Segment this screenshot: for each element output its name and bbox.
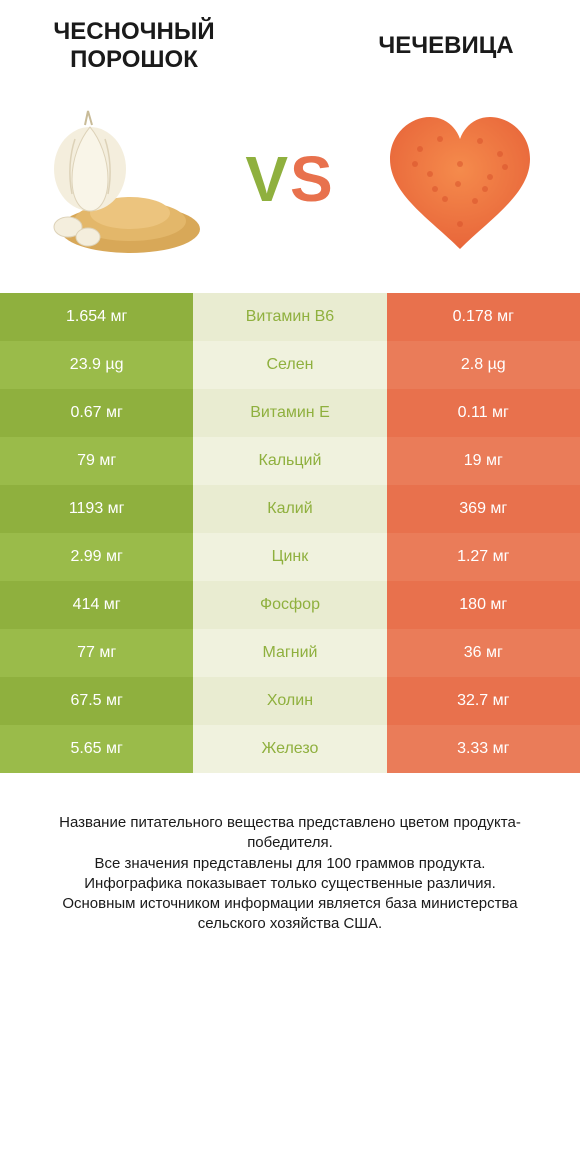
table-row: 0.67 мгВитамин E0.11 мг	[0, 389, 580, 437]
vs-v-letter: V	[245, 143, 290, 215]
table-row: 414 мгФосфор180 мг	[0, 581, 580, 629]
footer-line: Инфографика показывает только существенн…	[30, 874, 550, 894]
nutrient-name-cell: Кальций	[193, 437, 386, 485]
images-row: VS	[0, 81, 580, 293]
nutrient-name-cell: Холин	[193, 677, 386, 725]
left-value-cell: 67.5 мг	[0, 677, 193, 725]
right-value-cell: 2.8 µg	[387, 341, 580, 389]
right-value-cell: 3.33 мг	[387, 725, 580, 773]
nutrient-name-cell: Селен	[193, 341, 386, 389]
nutrient-name-cell: Магний	[193, 629, 386, 677]
table-row: 1193 мгКалий369 мг	[0, 485, 580, 533]
left-value-cell: 1193 мг	[0, 485, 193, 533]
header-titles: ЧЕСНОЧНЫЙ ПОРОШОК ЧЕЧЕВИЦА	[0, 0, 580, 81]
right-value-cell: 36 мг	[387, 629, 580, 677]
nutrient-name-cell: Цинк	[193, 533, 386, 581]
left-value-cell: 5.65 мг	[0, 725, 193, 773]
comparison-infographic: ЧЕСНОЧНЫЙ ПОРОШОК ЧЕЧЕВИЦА VS	[0, 0, 580, 965]
vs-s-letter: S	[290, 143, 335, 215]
footer-line: Название питательного вещества представл…	[30, 813, 550, 854]
left-value-cell: 2.99 мг	[0, 533, 193, 581]
nutrient-name-cell: Витамин B6	[193, 293, 386, 341]
left-value-cell: 23.9 µg	[0, 341, 193, 389]
nutrient-name-cell: Фосфор	[193, 581, 386, 629]
left-food-title: ЧЕСНОЧНЫЙ ПОРОШОК	[30, 18, 238, 73]
right-value-cell: 32.7 мг	[387, 677, 580, 725]
footer-line: Все значения представлены для 100 граммо…	[30, 854, 550, 874]
table-row: 79 мгКальций19 мг	[0, 437, 580, 485]
table-row: 77 мгМагний36 мг	[0, 629, 580, 677]
garlic-powder-image	[30, 89, 210, 269]
lentil-heart-image	[370, 89, 550, 269]
vs-label: VS	[245, 142, 334, 216]
left-value-cell: 414 мг	[0, 581, 193, 629]
table-row: 2.99 мгЦинк1.27 мг	[0, 533, 580, 581]
right-value-cell: 0.11 мг	[387, 389, 580, 437]
right-value-cell: 1.27 мг	[387, 533, 580, 581]
left-value-cell: 0.67 мг	[0, 389, 193, 437]
table-row: 5.65 мгЖелезо3.33 мг	[0, 725, 580, 773]
right-value-cell: 19 мг	[387, 437, 580, 485]
table-row: 67.5 мгХолин32.7 мг	[0, 677, 580, 725]
left-value-cell: 77 мг	[0, 629, 193, 677]
table-row: 1.654 мгВитамин B60.178 мг	[0, 293, 580, 341]
right-value-cell: 180 мг	[387, 581, 580, 629]
comparison-table: 1.654 мгВитамин B60.178 мг23.9 µgСелен2.…	[0, 293, 580, 773]
nutrient-name-cell: Калий	[193, 485, 386, 533]
right-food-title: ЧЕЧЕВИЦА	[342, 32, 550, 60]
nutrient-name-cell: Железо	[193, 725, 386, 773]
footer-disclaimer: Название питательного вещества представл…	[0, 773, 580, 965]
left-value-cell: 1.654 мг	[0, 293, 193, 341]
table-row: 23.9 µgСелен2.8 µg	[0, 341, 580, 389]
right-value-cell: 0.178 мг	[387, 293, 580, 341]
left-value-cell: 79 мг	[0, 437, 193, 485]
right-value-cell: 369 мг	[387, 485, 580, 533]
nutrient-name-cell: Витамин E	[193, 389, 386, 437]
footer-line: Основным источником информации является …	[30, 894, 550, 935]
